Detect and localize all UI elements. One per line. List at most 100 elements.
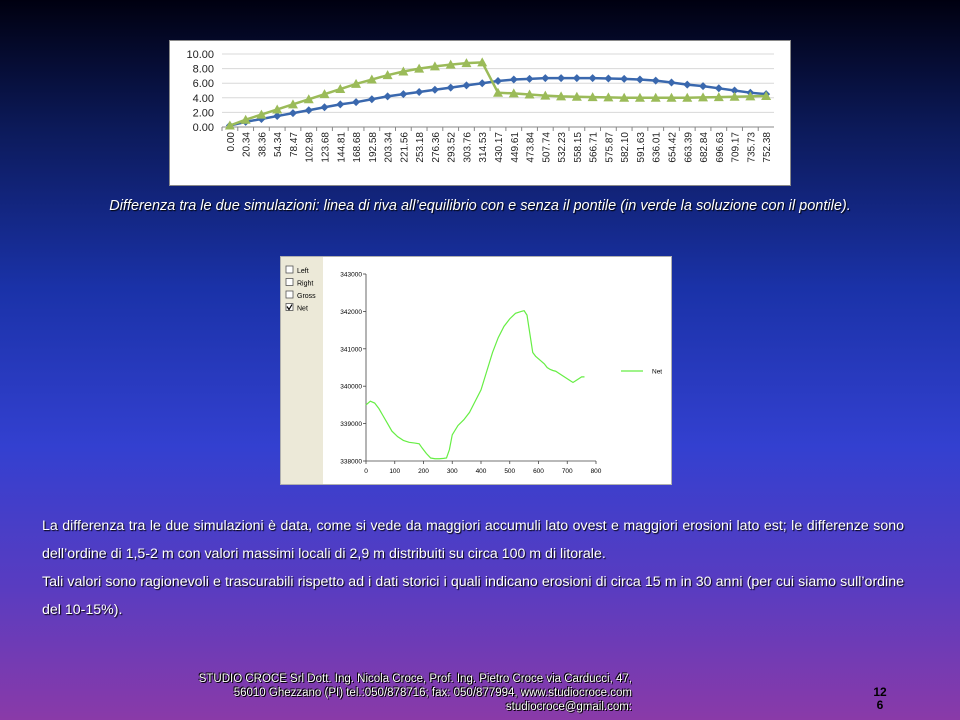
x-tick-label: 192.58: [368, 132, 379, 163]
series-1-point: [273, 112, 282, 121]
checkbox-label: Left: [297, 268, 309, 275]
checkbox-right[interactable]: Right: [285, 278, 313, 288]
x-tick-label: 253.18: [415, 132, 426, 163]
series-2-point: [587, 92, 598, 102]
y-tick-label: 338000: [340, 459, 362, 466]
series-2-point: [335, 84, 346, 94]
net-series-line: [365, 309, 585, 460]
x-tick-label: 449.61: [510, 132, 521, 163]
series-2-point: [571, 91, 582, 101]
series-2-point: [319, 89, 330, 99]
series-1-point: [415, 87, 424, 96]
paragraph-1: La differenza tra le due simulazioni è d…: [42, 518, 904, 562]
footer-line-2: 56010 Ghezzano (PI) tel.:050/878716; fax…: [233, 687, 632, 699]
series-1-point: [635, 75, 644, 84]
x-tick-label: 54.34: [273, 132, 284, 157]
shoreline-comparison-plot: 0.00 2.00 4.00 6.00 8.00 10.00 0.00 20.34 38.36 5…: [186, 49, 774, 163]
x-tick-label: 203.34: [384, 132, 395, 163]
series-2-point: [556, 91, 567, 101]
series-2-point: [477, 57, 488, 67]
x-tick-label: 709.17: [731, 132, 742, 163]
x-tick-label: 700: [562, 468, 573, 475]
slide-number-part-1: 12: [873, 685, 887, 699]
x-tick-label: 200: [418, 468, 429, 475]
series-2-point: [619, 92, 630, 102]
y-tick-label: 340000: [340, 384, 362, 391]
x-tick-label: 144.81: [336, 132, 347, 163]
checkbox-gross[interactable]: Gross: [285, 290, 316, 300]
series-2-point: [272, 104, 283, 114]
series-2-point: [224, 120, 235, 130]
series-2-point: [508, 88, 519, 98]
x-tick-label: 566.71: [589, 132, 600, 163]
body-text: La differenza tra le due simulazioni è d…: [42, 512, 904, 624]
series-2-point: [240, 114, 251, 124]
x-tick-label: 123.68: [321, 132, 332, 163]
y-tick-label: 339000: [340, 421, 362, 428]
checkbox-net[interactable]: Net: [285, 303, 308, 313]
series-1-point: [572, 74, 581, 83]
series-2-point: [761, 90, 772, 100]
slide-number-part-2: 6: [876, 698, 884, 712]
series-2-point: [650, 92, 661, 102]
series-2-point: [382, 70, 393, 80]
series-2-point: [398, 66, 409, 76]
series-2-point: [745, 91, 756, 101]
series-1-point: [478, 79, 487, 88]
checkmark-icon: [286, 304, 293, 311]
net-plot: Left Right Gross Net 338000 339000 340000 34100…: [281, 257, 662, 484]
series-2-point: [682, 92, 693, 102]
x-tick-label: 430.17: [494, 132, 505, 163]
series-2-point: [603, 92, 614, 102]
x-tick-label: 507.74: [541, 132, 552, 163]
y-tick-label: 343000: [340, 272, 362, 279]
series-1-point: [541, 74, 550, 83]
x-tick-label: 558.15: [573, 132, 584, 163]
x-tick-label: 303.76: [462, 132, 473, 163]
x-tick-label: 663.39: [683, 132, 694, 163]
x-tick-label: 682.84: [699, 132, 710, 163]
x-tick-label: 102.98: [305, 132, 316, 163]
checkbox-left[interactable]: Left: [285, 265, 309, 275]
net-chart-panel: Left Right Gross Net 338000 339000 340000 34100…: [280, 256, 672, 485]
checkbox-box: [285, 303, 294, 311]
series-1-point: [304, 106, 313, 115]
series-2-point: [303, 94, 314, 104]
x-tick-label: 293.52: [447, 132, 458, 163]
series-2-point: [634, 92, 645, 102]
x-tick-label: 0: [364, 468, 368, 475]
x-tick-label: 221.56: [399, 132, 410, 163]
series-2-point: [461, 58, 472, 68]
series-2-point: [445, 59, 456, 69]
y-tick-label: 8.00: [193, 64, 214, 76]
x-tick-label: 735.73: [746, 132, 757, 163]
series-1-point: [320, 103, 329, 112]
series-1-point: [604, 74, 613, 83]
series-2-point: [366, 74, 377, 84]
y-tick-label: 2.00: [193, 107, 214, 119]
x-tick-label: 636.01: [652, 132, 663, 163]
y-tick-label: 10.00: [186, 49, 214, 61]
series-2-point: [698, 92, 709, 102]
x-tick-label: 300: [447, 468, 458, 475]
checkbox-label: Gross: [297, 293, 316, 300]
series-2-point: [429, 61, 440, 71]
series-2-point: [713, 92, 724, 102]
x-tick-label: 400: [476, 468, 487, 475]
series-2-point: [493, 87, 503, 97]
x-tick-label: 0.00: [226, 132, 237, 152]
slide-number: 12 6: [868, 686, 892, 712]
series-1-point: [730, 86, 739, 95]
x-tick-label: 314.53: [478, 132, 489, 163]
x-tick-label: 276.36: [431, 132, 442, 163]
series-1-point: [336, 100, 345, 109]
x-tick-label: 696.63: [715, 132, 726, 163]
x-tick-label: 100: [389, 468, 400, 475]
x-tick-label: 473.84: [526, 132, 537, 163]
footer-credits: STUDIO CROCE Srl Dott. Ing. Nicola Croce…: [120, 672, 632, 714]
series-1-point: [714, 84, 723, 93]
checkbox-box: [285, 265, 294, 274]
paragraph-2: Tali valori sono ragionevoli e trascurab…: [42, 574, 904, 618]
series-1-point: [588, 74, 597, 83]
x-tick-label: 532.23: [557, 132, 568, 163]
